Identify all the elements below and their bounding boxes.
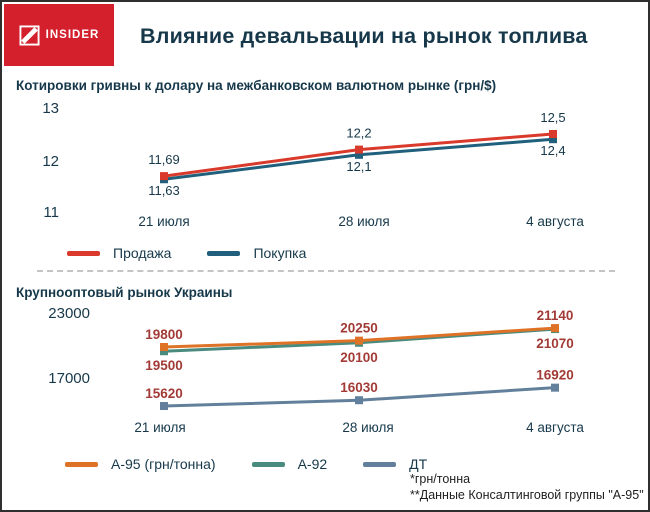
x-tick-label: 28 июля (342, 420, 393, 435)
data-point-marker (549, 135, 557, 144)
legend-item: А-95 (грн/тонна) (65, 456, 216, 472)
data-point-marker (551, 325, 559, 334)
value-label: 21140 (537, 308, 574, 323)
value-label: 12,1 (346, 159, 371, 174)
legend-item: Покупка (207, 245, 306, 261)
legend-label: Продажа (113, 245, 172, 261)
x-tick-label: 28 июля (338, 214, 389, 229)
value-label: 21070 (536, 336, 574, 351)
page-title: Влияние девальвации на рынок топлива (140, 24, 588, 48)
series-line (163, 386, 556, 408)
data-point-marker (355, 338, 363, 347)
legend-swatch (65, 461, 98, 467)
insider-logo-icon (19, 24, 40, 46)
data-point-marker (355, 145, 363, 154)
footnotes: *грн/тонна **Данные Консалтинговой групп… (410, 471, 644, 503)
footnote-line: *грн/тонна (410, 472, 471, 486)
data-point-marker (160, 175, 168, 184)
legend-label: А-92 (297, 456, 328, 472)
data-point-marker (549, 130, 557, 138)
chart1-legend: Продажа Покупка (67, 245, 342, 261)
data-point-marker (160, 402, 168, 411)
value-label: 11,69 (148, 152, 180, 167)
legend-item: А-92 (251, 456, 328, 472)
series-line (163, 326, 556, 349)
value-label: 16920 (536, 368, 574, 383)
legend-label: А-95 (грн/тонна) (111, 456, 216, 472)
legend-label: Покупка (253, 245, 307, 261)
legend-label: ДТ (409, 456, 428, 472)
footnote-line: **Данные Консалтинговой группы "А-95" (410, 488, 644, 502)
legend-swatch (207, 250, 241, 256)
data-point-marker (355, 150, 363, 159)
data-point-marker (355, 336, 363, 345)
legend-item: Продажа (67, 245, 171, 261)
x-tick-label: 4 августа (526, 420, 584, 435)
value-label: 12,5 (540, 110, 565, 125)
legend-swatch (67, 250, 100, 256)
y-tick-label: 12 (42, 153, 59, 170)
data-point-marker (551, 383, 559, 392)
value-label: 16030 (340, 380, 378, 395)
y-tick-label: 17000 (48, 370, 90, 387)
data-point-marker (551, 324, 559, 333)
value-label: 12,2 (346, 126, 371, 141)
value-label: 19800 (145, 327, 183, 342)
value-label: 19500 (145, 358, 183, 373)
x-tick-label: 21 июля (134, 420, 185, 435)
y-tick-label: 11 (43, 204, 59, 221)
legend-swatch (363, 461, 397, 467)
data-point-marker (160, 347, 168, 356)
value-label: 20250 (340, 321, 378, 336)
value-label: 20100 (340, 350, 378, 365)
data-point-marker (160, 172, 168, 181)
x-tick-label: 21 июля (138, 214, 189, 229)
chart2-legend: А-95 (грн/тонна) А-92 ДТ (65, 456, 463, 472)
chart1-title: Котировки гривны к долару на межбанковск… (16, 78, 497, 93)
legend-swatch (251, 461, 285, 467)
insider-logo: INSIDER (4, 4, 114, 66)
section-divider (37, 270, 615, 272)
data-point-marker (355, 396, 363, 405)
data-point-marker (160, 343, 168, 351)
value-label: 12,4 (540, 143, 565, 158)
value-label: 11,63 (148, 183, 180, 198)
series-line (163, 132, 554, 178)
series-line (163, 327, 556, 353)
series-line (163, 137, 554, 181)
value-label: 15620 (145, 386, 183, 401)
legend-item: ДТ (363, 456, 427, 472)
chart2-title: Крупнооптовый рынок Украины (16, 285, 233, 300)
brand-text: INSIDER (45, 29, 100, 41)
y-tick-label: 13 (42, 100, 59, 117)
y-tick-label: 23000 (48, 305, 90, 322)
x-tick-label: 4 августа (526, 214, 584, 229)
